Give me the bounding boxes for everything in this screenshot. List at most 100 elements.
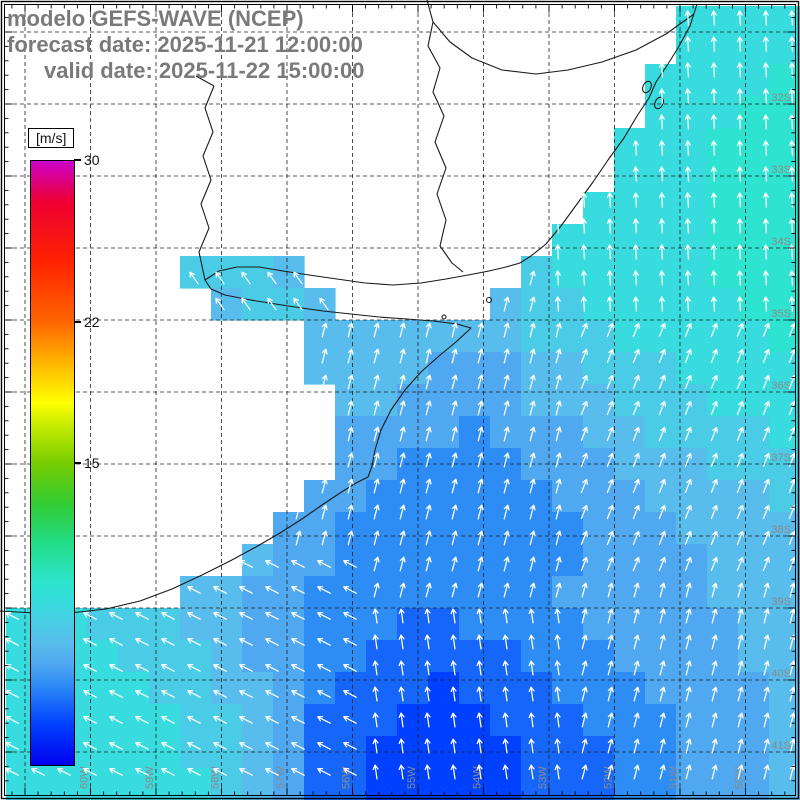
wind-cell [707,224,739,257]
wind-arrow [265,741,279,750]
wind-arrow [737,764,744,780]
wind-arrow [684,140,691,156]
wind-arrow [685,764,692,780]
wind-arrow [788,166,795,182]
wind-cell [707,608,739,641]
wind-arrow [554,218,561,234]
wind-arrow [528,608,535,624]
wind-arrow [373,478,380,494]
wind-arrow [451,582,458,598]
wind-cell [707,416,739,449]
wind-arrow [762,88,769,104]
wind-arrow [658,140,665,156]
inner-frame [4,4,796,796]
lon-label: 59W [144,766,156,789]
wind-arrow [710,374,718,390]
wind-cell [552,416,584,449]
wind-arrow [658,218,665,234]
wind-cell [645,128,677,161]
wind-arrow [83,767,97,776]
wind-arrow [372,686,379,702]
wind-arrow [317,741,331,750]
wind-arrow [5,741,19,750]
wind-arrow [425,374,432,390]
wind-cell [552,576,584,609]
wind-arrow [503,374,510,390]
wind-arrow [736,478,744,494]
wind-arrow [762,348,770,364]
wind-arrow [425,426,432,442]
wind-arrow [632,556,640,572]
wind-arrow [555,348,562,364]
wind-arrow [317,637,331,646]
wind-arrow [606,244,613,260]
wind-arrow [684,114,691,130]
wind-cell [676,512,708,545]
wind-arrow [83,637,97,646]
wind-arrow [529,348,536,364]
wind-arrow [265,689,279,698]
wind-cell [304,352,336,385]
wind-cell [366,576,398,609]
wind-arrow [684,296,691,312]
wind-arrow [633,686,640,702]
wind-arrow [317,663,331,672]
wind-arrow [658,556,666,572]
wind-arrow [659,608,666,624]
wind-arrow [762,166,769,182]
wind-arrow [425,556,432,572]
wind-cell [366,608,398,641]
wind-arrow [373,374,380,390]
wind-arrow [398,738,405,754]
wind-arrow [710,10,717,26]
wind-arrow [424,608,431,624]
wind-arrow [633,634,640,650]
wind-arrow [632,322,640,338]
wind-arrow [503,556,510,572]
wind-cell [738,288,770,321]
wind-cell [583,608,615,641]
wind-arrow [424,738,431,754]
wind-cell [335,544,367,577]
wind-arrow [528,738,535,754]
wind-arrow [762,218,769,234]
wind-cell [490,384,522,417]
wind-cell [614,672,646,705]
wind-arrow [450,608,457,624]
wind-arrow [710,478,718,494]
wind-arrow [711,608,718,624]
wind-arrow [684,270,691,286]
wind-arrow [685,738,692,754]
wind-arrow [529,530,536,546]
wind-arrow [710,140,717,156]
wind-arrow [399,478,406,494]
wind-arrow [581,712,588,728]
wind-cell [676,640,708,673]
wind-cell [335,384,367,417]
wind-arrow [710,322,718,338]
wind-arrow [606,452,614,468]
wind-arrow [711,582,718,598]
lat-label: 38S [771,524,791,536]
wind-cell [645,224,677,257]
wind-cell [397,576,429,609]
wind-cell [521,576,553,609]
wind-arrow [580,426,588,442]
wind-arrow [5,611,19,620]
wind-arrow [658,62,665,78]
wind-cell [614,384,646,417]
wind-cell [707,640,739,673]
wind-cell [366,320,398,353]
wind-arrow [503,530,510,546]
wind-arrow [736,296,743,312]
wind-arrow [684,452,692,468]
wind-arrow [267,297,277,311]
wind-arrow [187,637,201,646]
wind-cell [6,640,57,673]
wind-arrow [710,426,718,442]
wind-cell [428,384,460,417]
wind-arrow [265,637,279,646]
wind-arrow [710,166,717,182]
wind-arrow [265,585,279,594]
